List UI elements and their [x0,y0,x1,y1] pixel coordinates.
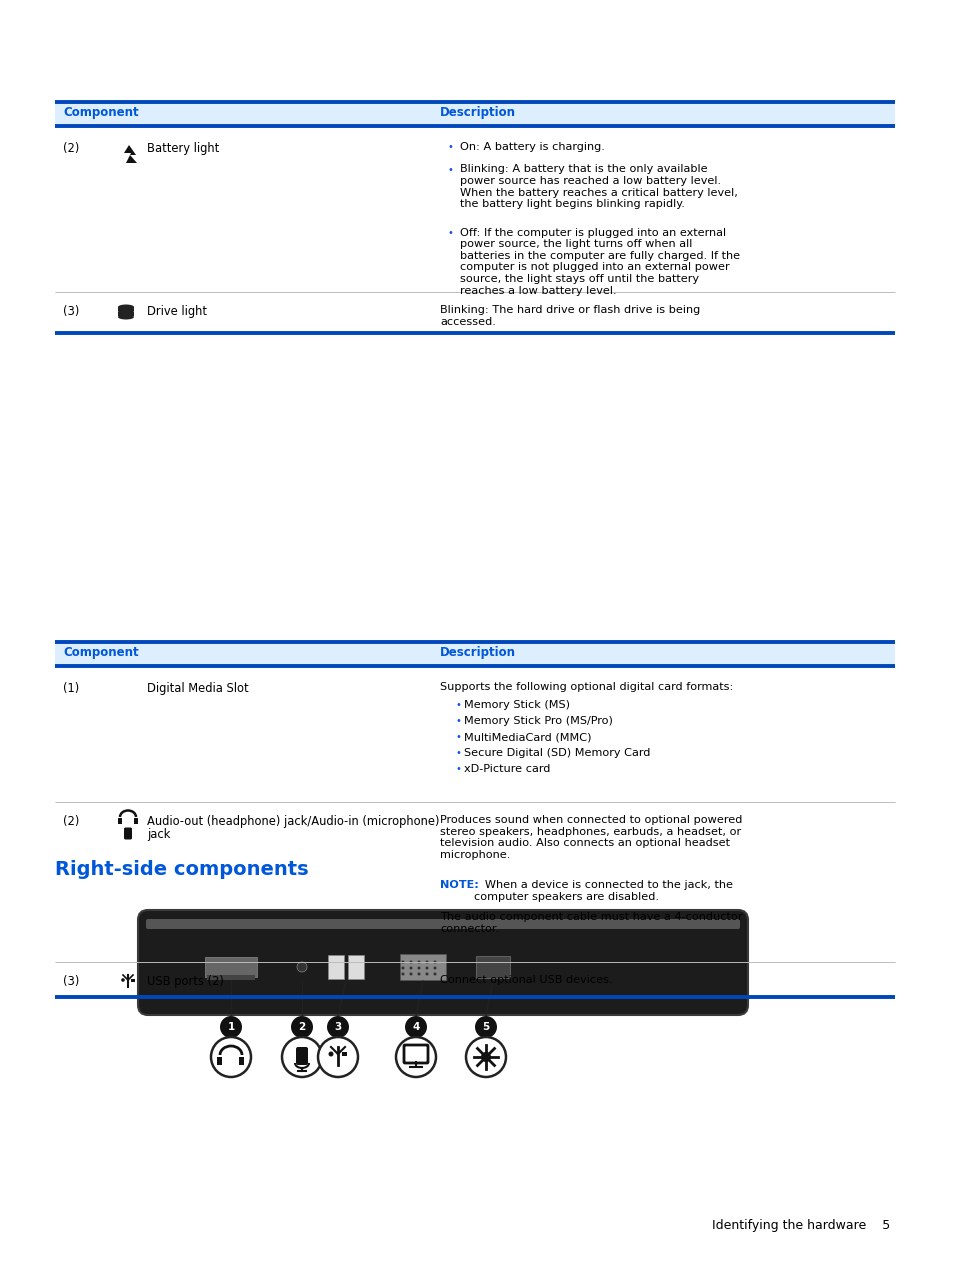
FancyBboxPatch shape [295,1046,308,1066]
Circle shape [327,1016,349,1038]
Circle shape [433,973,436,975]
Circle shape [433,966,436,969]
Text: Digital Media Slot: Digital Media Slot [147,682,249,695]
Circle shape [296,961,307,972]
Bar [207,975,254,980]
Text: Supports the following optional digital card formats:: Supports the following optional digital … [439,682,733,692]
Text: Secure Digital (SD) Memory Card: Secure Digital (SD) Memory Card [463,748,650,758]
Text: xD-Picture card: xD-Picture card [463,765,550,773]
Bar [205,958,256,977]
Text: 5: 5 [482,1022,489,1033]
Text: jack: jack [147,828,171,841]
Bar [239,1057,244,1066]
Text: Produces sound when connected to optional powered
stereo speakers, headphones, e: Produces sound when connected to optiona… [439,815,741,860]
Text: Identifying the hardware    5: Identifying the hardware 5 [711,1219,889,1232]
Bar [134,818,137,824]
Text: Memory Stick (MS): Memory Stick (MS) [463,700,569,710]
Circle shape [220,1016,242,1038]
Bar [476,956,510,978]
Text: Right-side components: Right-side components [55,860,309,879]
Text: 1: 1 [227,1022,234,1033]
Text: Component: Component [63,105,138,119]
Text: 3: 3 [334,1022,341,1033]
Circle shape [465,1038,505,1077]
Circle shape [417,973,420,975]
Text: Memory Stick Pro (MS/Pro): Memory Stick Pro (MS/Pro) [463,716,612,726]
Circle shape [433,960,436,964]
Text: MultiMediaCard (MMC): MultiMediaCard (MMC) [463,732,591,742]
Circle shape [405,1016,427,1038]
Text: Description: Description [439,105,516,119]
Circle shape [401,966,404,969]
Circle shape [317,1038,357,1077]
Bar [55,643,894,665]
Bar [348,955,364,979]
Text: •: • [455,716,460,726]
Text: (3): (3) [63,305,79,318]
Text: Drive light: Drive light [147,305,207,318]
Text: Off: If the computer is plugged into an external
power source, the light turns o: Off: If the computer is plugged into an … [459,227,740,296]
Circle shape [211,1038,251,1077]
Text: •: • [447,165,453,175]
Bar [118,312,133,316]
Polygon shape [124,145,137,163]
Bar [399,954,446,980]
Text: The audio component cable must have a 4-conductor
connector.: The audio component cable must have a 4-… [439,912,741,933]
Text: Connect optional USB devices.: Connect optional USB devices. [439,975,612,986]
Text: Battery light: Battery light [147,142,219,155]
Text: Description: Description [439,646,516,659]
Bar [118,818,122,824]
Ellipse shape [118,315,133,320]
Circle shape [121,978,125,982]
Bar [55,102,894,126]
Text: When a device is connected to the jack, the
computer speakers are disabled.: When a device is connected to the jack, … [474,880,732,902]
Text: •: • [455,765,460,775]
Circle shape [425,966,428,969]
Text: NOTE:: NOTE: [439,880,478,890]
Circle shape [328,1052,334,1057]
Text: (1): (1) [63,682,79,695]
Text: Blinking: A battery that is the only available
power source has reached a low ba: Blinking: A battery that is the only ava… [459,165,737,210]
Text: (2): (2) [63,815,79,828]
Circle shape [395,1038,436,1077]
Text: Blinking: The hard drive or flash drive is being
accessed.: Blinking: The hard drive or flash drive … [439,305,700,326]
Text: 4: 4 [412,1022,419,1033]
Circle shape [417,960,420,964]
Circle shape [409,973,412,975]
Text: •: • [455,748,460,758]
Bar [131,979,135,982]
FancyBboxPatch shape [146,919,740,928]
Bar [342,1052,347,1055]
Bar [328,955,344,979]
Text: •: • [455,701,460,710]
FancyBboxPatch shape [138,911,747,1015]
Circle shape [401,960,404,964]
Text: (3): (3) [63,975,79,988]
Circle shape [417,966,420,969]
Circle shape [409,966,412,969]
Circle shape [425,973,428,975]
Text: Component: Component [63,646,138,659]
Circle shape [481,1053,490,1060]
Bar [118,307,133,311]
Circle shape [475,1016,497,1038]
Circle shape [282,1038,322,1077]
Text: On: A battery is charging.: On: A battery is charging. [459,142,604,152]
Ellipse shape [118,305,133,310]
Text: •: • [455,733,460,743]
Ellipse shape [118,310,133,315]
Text: USB ports (2): USB ports (2) [147,975,224,988]
Text: •: • [447,229,453,237]
Circle shape [409,960,412,964]
Text: 2: 2 [298,1022,305,1033]
FancyBboxPatch shape [124,828,132,839]
Circle shape [291,1016,313,1038]
Text: •: • [447,142,453,152]
Circle shape [401,973,404,975]
Bar [217,1057,222,1066]
Text: Audio-out (headphone) jack/Audio-in (microphone): Audio-out (headphone) jack/Audio-in (mic… [147,815,439,828]
Circle shape [425,960,428,964]
Text: (2): (2) [63,142,79,155]
